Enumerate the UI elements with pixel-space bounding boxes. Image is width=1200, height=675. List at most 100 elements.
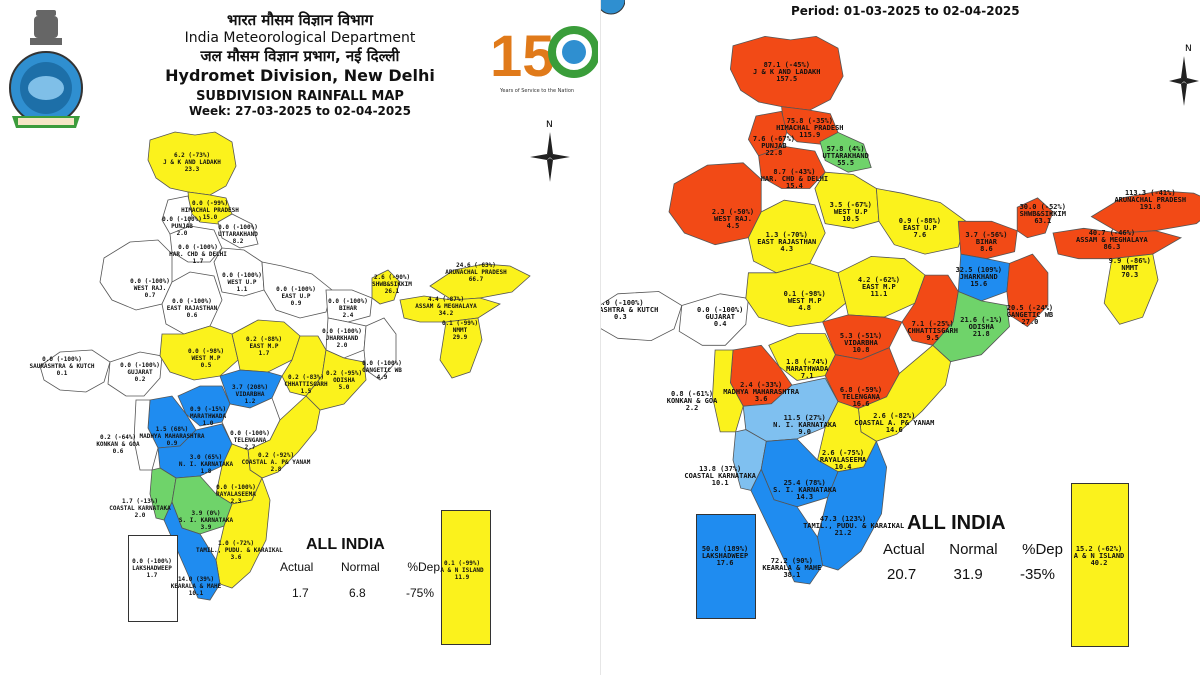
subdivision-west-m-p [745,262,847,328]
subdivision-name: N. I. KARNATAKA [178,461,234,468]
label-arunachal-pradesh: 24.6 (-63%) ARUNACHAL PRADESH 66.7 [436,262,516,283]
subdivision-kearala-mahe [163,500,221,601]
label-n-i-karnataka: 3.0 (65%) N. I. KARNATAKA 1.8 [166,454,246,475]
subdivision-dep: 47.3 (123%) [819,514,867,523]
subdivision-name: SHWB&SIKKIM [372,281,412,288]
label-har-chd-delhi: 0.0 (-100%) HAR. CHD & DELHI 1.7 [158,244,238,265]
subdivision-dep: 0.1 (-99%) [443,560,481,567]
subdivision-name: S. I. KARNATAKA [773,486,837,495]
subdivision-normal: 5.0 [338,384,350,391]
subdivision-name: NMMT [452,327,468,334]
subdivision-gangetic-wb [363,317,397,381]
subdivision-name: WEST M.P [787,296,822,305]
subdivision-gangetic-wb [1006,253,1049,328]
lakshadweep-inset [128,535,178,622]
subdivision-normal: 4.9 [376,374,388,381]
subdivision-name: ODISHA [333,377,355,384]
subdivision-name: WEST M.P [191,355,221,362]
lakshadweep-inset [696,514,756,619]
subdivision-dep: 0.0 (-100%) [218,224,258,231]
normal-header: Normal [341,560,380,574]
subdivision-dep: 1.5 (68%) [155,426,189,433]
subdivision-dep: 75.8 (-35%) [786,116,833,125]
subdivision-normal: 1.7 [258,350,270,357]
subdivision-normal: 0.2 [134,376,146,383]
subdivision-dep: 2.6 (-90%) [373,274,411,281]
label-rayalaseema: 0.0 (-100%) RAYALASEEMA 2.3 [196,484,276,505]
label-gangetic-wb: 20.5 (-24%) GANGETIC WB 27.0 [990,303,1070,326]
subdivision-name: SAURASHTRA & KUTCH [29,363,95,370]
subdivision-normal: 1.5 [300,388,312,395]
subdivision-normal: 23.3 [184,166,200,173]
subdivision-dep: 57.8 (4%) [826,144,865,153]
subdivision-dep: 21.6 (-1%) [960,315,1003,324]
subdivision-normal: 11.1 [870,289,888,298]
subdivision-normal: 11.9 [454,574,470,581]
subdivision-normal: 38.1 [783,570,801,579]
label-kearala-mahe: 14.0 (39%) KEARALA & MAHE 10.1 [156,576,236,597]
subdivision-dep: 0.0 (-100%) [162,216,202,223]
subdivision-normal: 4.3 [780,245,794,254]
subdivision-normal: 3.9 [200,524,212,531]
subdivision-normal: 0.5 [200,362,212,369]
subdivision-name: N. I. KARNATAKA [773,420,837,429]
subdivision-j-k-and-ladakh [729,35,844,111]
label-west-u-p: 3.5 (-67%) WEST U.P 10.5 [811,201,891,223]
andaman-nicobar-inset [441,510,491,645]
subdivision-name: MARATHWADA [189,413,227,420]
subdivision-normal: 22.8 [765,149,783,158]
subdivision-dep: 0.0 (-98%) [187,348,225,355]
label-konkan-goa: 0.8 (-61%) KONKAN & GOA 2.2 [652,391,732,412]
anniversary-tagline: Years of Service to the Nation [500,88,575,94]
subdivision-name: WEST U.P [833,207,868,216]
subdivision-dep: 0.0 (-100%) [322,328,362,335]
subdivision-dep: 0.0 (-100%) [132,558,172,565]
compass-rose-icon [530,132,570,182]
label-telengana: 6.8 (-59%) TELENGANA 16.6 [821,386,901,408]
subdivision-dep: 20.5 (-24%) [1006,303,1054,312]
actual-value: 20.7 [887,566,917,583]
subdivision-name: EAST RAJASTHAN [166,305,218,312]
subdivision-nmmt [1103,253,1159,325]
subdivision-name: SAURASHTRA & KUTCH [601,306,659,315]
subdivision-name: ASSAM & MEGHALAYA [1076,236,1148,245]
subdivision-normal: 1.1 [236,286,248,293]
subdivision-dep: 8.7 (-43%) [773,168,816,177]
actual-header: Actual [883,541,925,558]
subdivision-normal: 8.2 [232,238,244,245]
subdivision-normal: 2.0 [336,342,348,349]
subdivision-normal: 115.9 [799,130,821,139]
subdivision-j-k-and-ladakh [147,131,237,196]
subdivision-normal: 0.9 [290,300,302,307]
subdivision-normal: 3.6 [754,395,768,404]
anniversary-150-graphic: 15 [490,24,598,88]
actual-value: 1.7 [292,586,309,600]
subdivision-name: ARUNACHAL PRADESH [445,269,507,276]
subdivision-name: COASTAL KARNATAKA [684,472,757,481]
label-odisha: 21.6 (-1%) ODISHA 21.8 [941,315,1021,338]
subdivision-dep: 0.1 (-98%) [783,289,826,298]
subdivision-dep: 0.1 (-99%) [441,320,479,327]
subdivision-normal: 10.5 [842,214,860,223]
subdivision-dep: 2.3 (-50%) [711,207,755,216]
subdivision-dep: 5.3 (-51%) [839,331,883,340]
subdivision-dep: 87.1 (-45%) [763,60,810,69]
subdivision-dep: 0.0 (-100%) [172,298,212,305]
subdivision-name: EAST U.P [903,224,937,233]
subdivision-dep: 72.2 (90%) [770,556,813,565]
subdivision-normal: 15.4 [786,182,803,191]
subdivision-nmmt [439,317,483,379]
label-konkan-goa: 0.2 (-64%) KONKAN & GOA 0.6 [78,434,158,455]
subdivision-name: RAYALASEEMA [819,455,867,464]
imd-emblem-partial-logo [601,0,625,15]
subdivision-normal: 0.3 [614,313,627,322]
subdivision-dep: 0.0 (-99%) [191,200,229,207]
subdivision-normal: 21.2 [834,528,852,537]
svg-text:15: 15 [490,24,555,88]
subdivision-dep: 3.0 (65%) [189,454,223,461]
seasonal-rainfall-panel: Period: 01-03-2025 to 02-04-2025 N 87.1 … [600,0,1200,675]
subdivision-dep: 0.2 (-88%) [245,336,283,343]
subdivision-normal: 86.3 [1103,243,1121,252]
subdivision-name: J & K AND LADAKH [163,159,221,166]
